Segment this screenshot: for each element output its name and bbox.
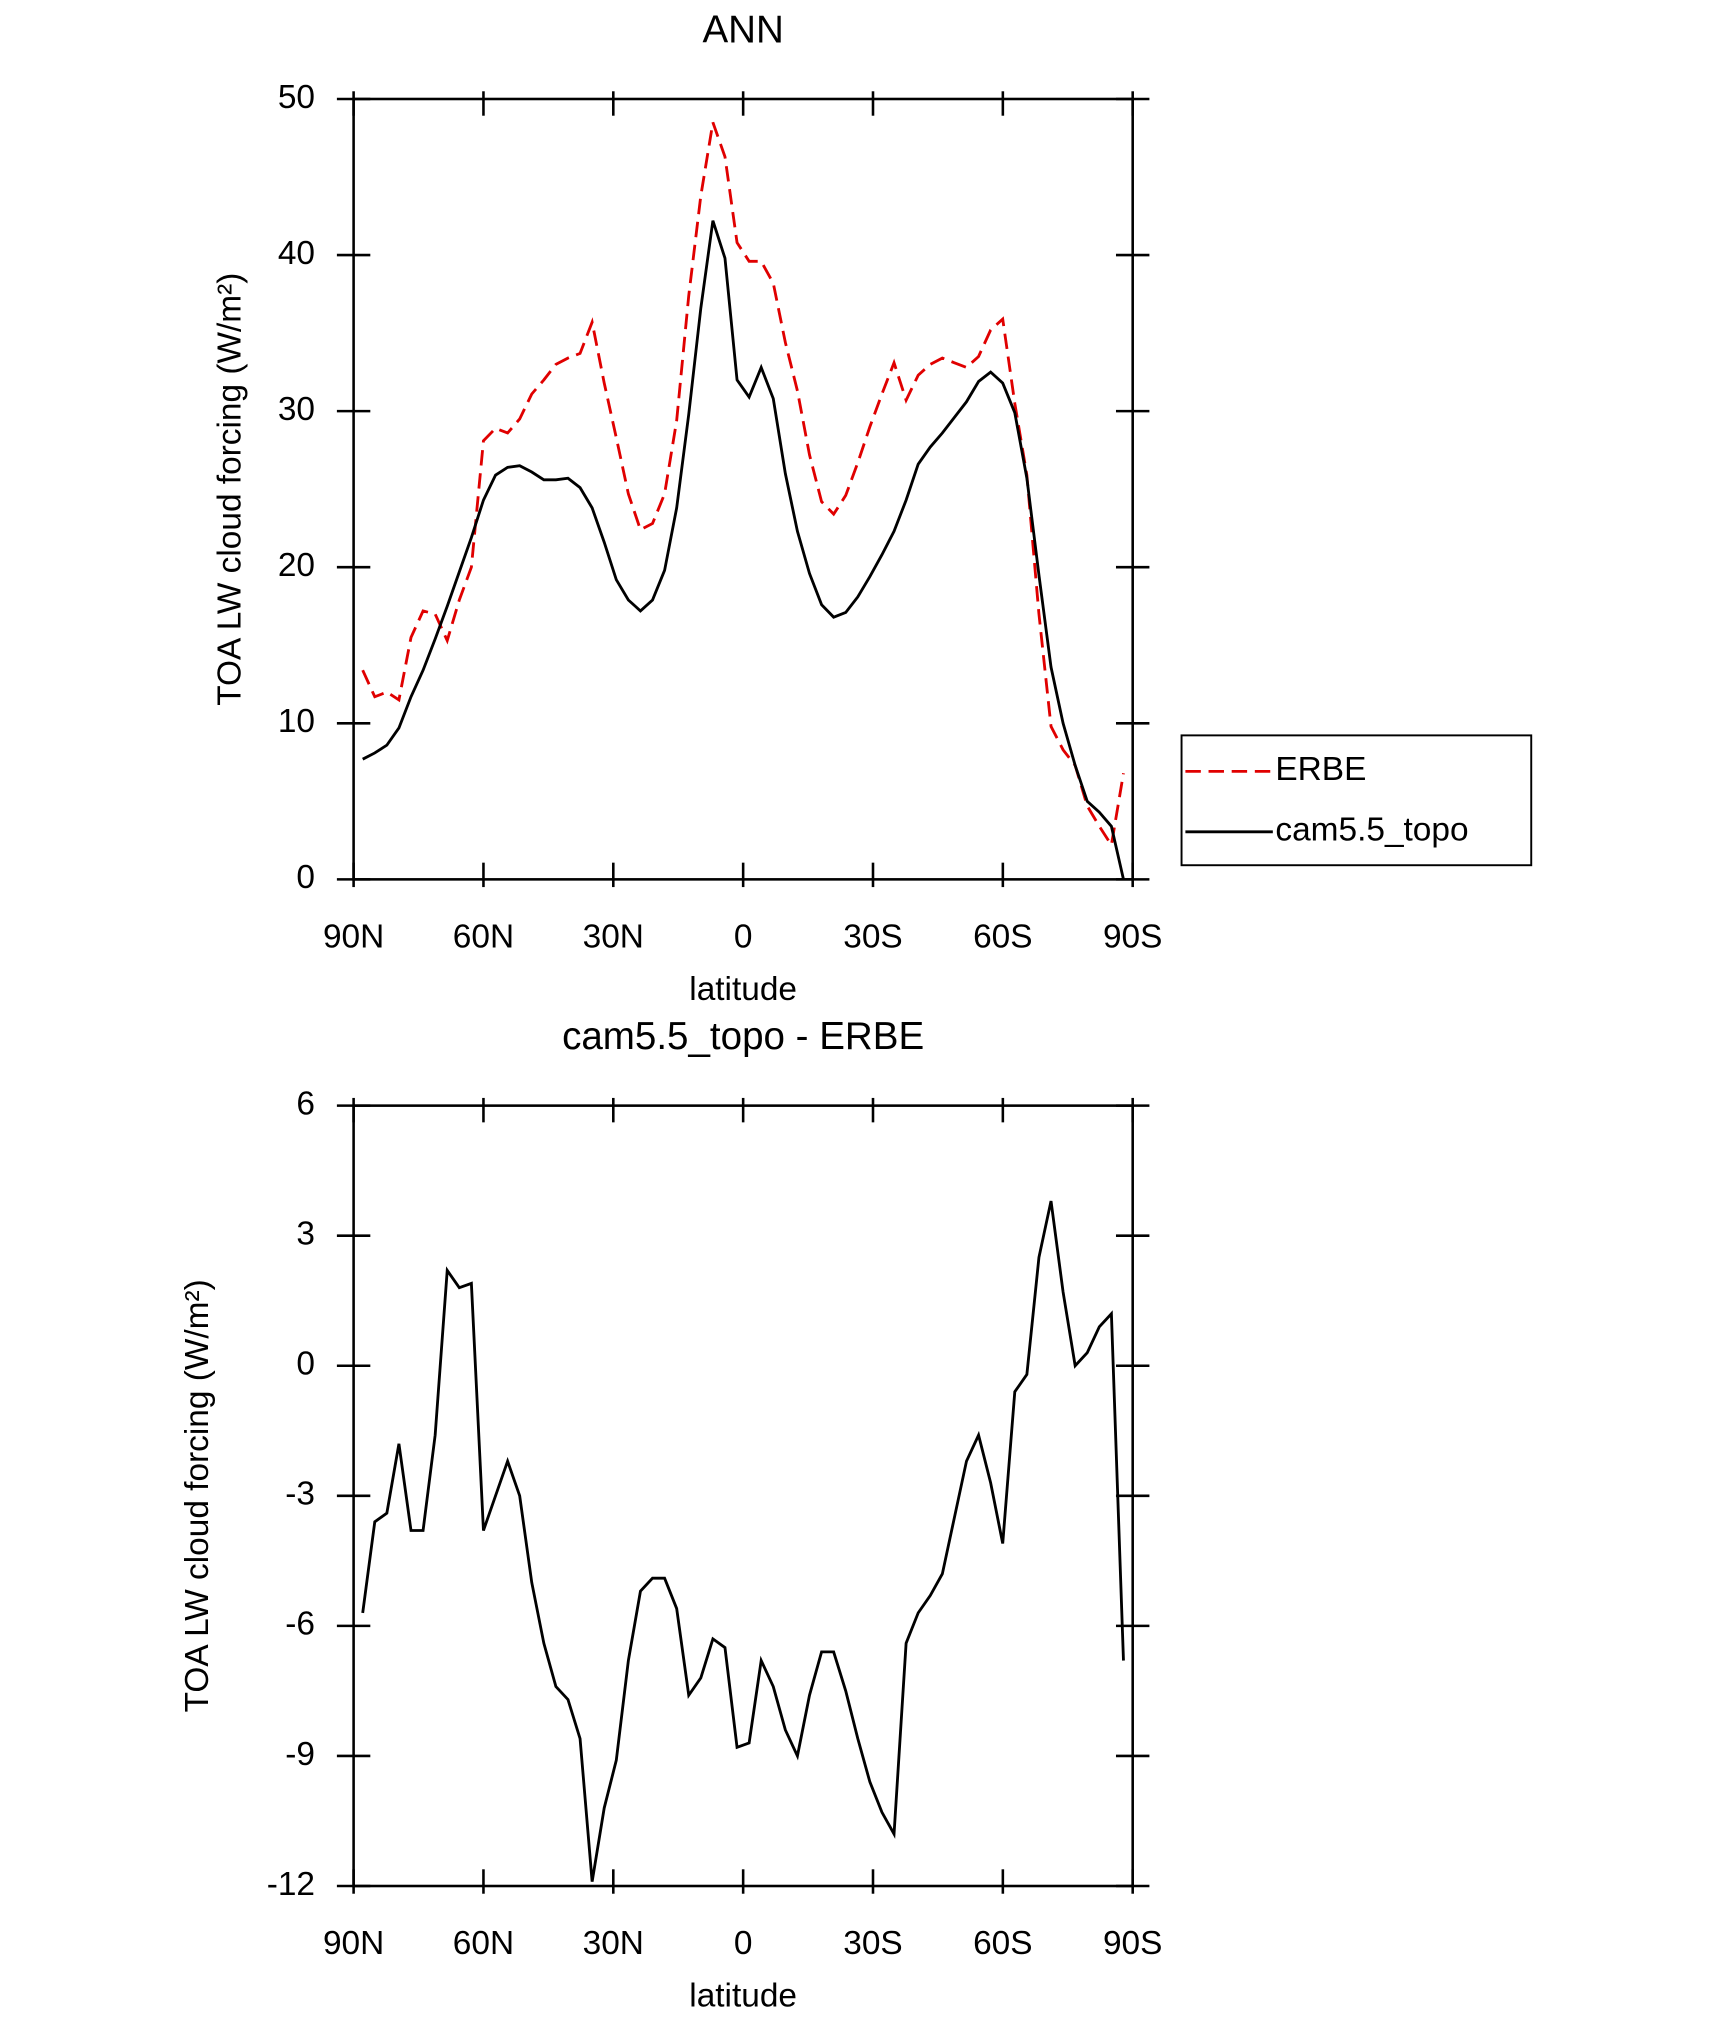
y-tick-label: -12 <box>267 1866 315 1903</box>
y-tick-label: 10 <box>278 703 315 740</box>
data-line <box>362 220 1125 880</box>
y-tick-label: -6 <box>285 1606 315 1643</box>
x-tick-label: 90N <box>323 918 384 955</box>
x-tick-label: 60S <box>973 1925 1032 1962</box>
x-tick-label: 60N <box>453 1925 514 1962</box>
data-line <box>361 121 1125 849</box>
y-tick-label: 30 <box>278 391 315 428</box>
x-tick-label: 0 <box>734 918 753 955</box>
plot-frame <box>352 97 1134 881</box>
legend-label: ERBE <box>1275 751 1366 788</box>
x-tick-label: 30N <box>583 1925 644 1962</box>
x-tick-label: 0 <box>734 1925 753 1962</box>
x-tick-label: 60N <box>453 918 514 955</box>
x-tick-label: 30N <box>583 918 644 955</box>
x-tick-label: 30S <box>843 1925 902 1962</box>
chart-title: ANN <box>702 8 783 51</box>
y-tick-label: 0 <box>296 859 315 896</box>
y-tick-label: 20 <box>278 547 315 584</box>
x-tick-label: 60S <box>973 918 1032 955</box>
y-tick-label: 0 <box>296 1346 315 1383</box>
y-axis-label: TOA LW cloud forcing (W/m²) <box>211 273 248 706</box>
plot-frame <box>352 1104 1134 1888</box>
y-tick-label: -9 <box>285 1736 315 1773</box>
x-tick-label: 90N <box>323 1925 384 1962</box>
y-tick-label: 50 <box>278 79 315 116</box>
y-tick-label: 6 <box>296 1085 315 1122</box>
chart-title: cam5.5_topo - ERBE <box>562 1015 924 1058</box>
legend-box <box>1180 734 1533 867</box>
y-tick-label: 3 <box>296 1216 315 1253</box>
data-line <box>361 1200 1125 1882</box>
x-axis-label: latitude <box>689 971 797 1008</box>
y-tick-label: -3 <box>285 1476 315 1513</box>
y-axis-label: TOA LW cloud forcing (W/m²) <box>179 1279 216 1712</box>
x-axis-label: latitude <box>689 1978 797 2015</box>
y-tick-label: 40 <box>278 235 315 272</box>
x-tick-label: 30S <box>843 918 902 955</box>
x-tick-label: 90S <box>1103 918 1162 955</box>
legend-label: cam5.5_topo <box>1275 812 1468 849</box>
x-tick-label: 90S <box>1103 1925 1162 1962</box>
